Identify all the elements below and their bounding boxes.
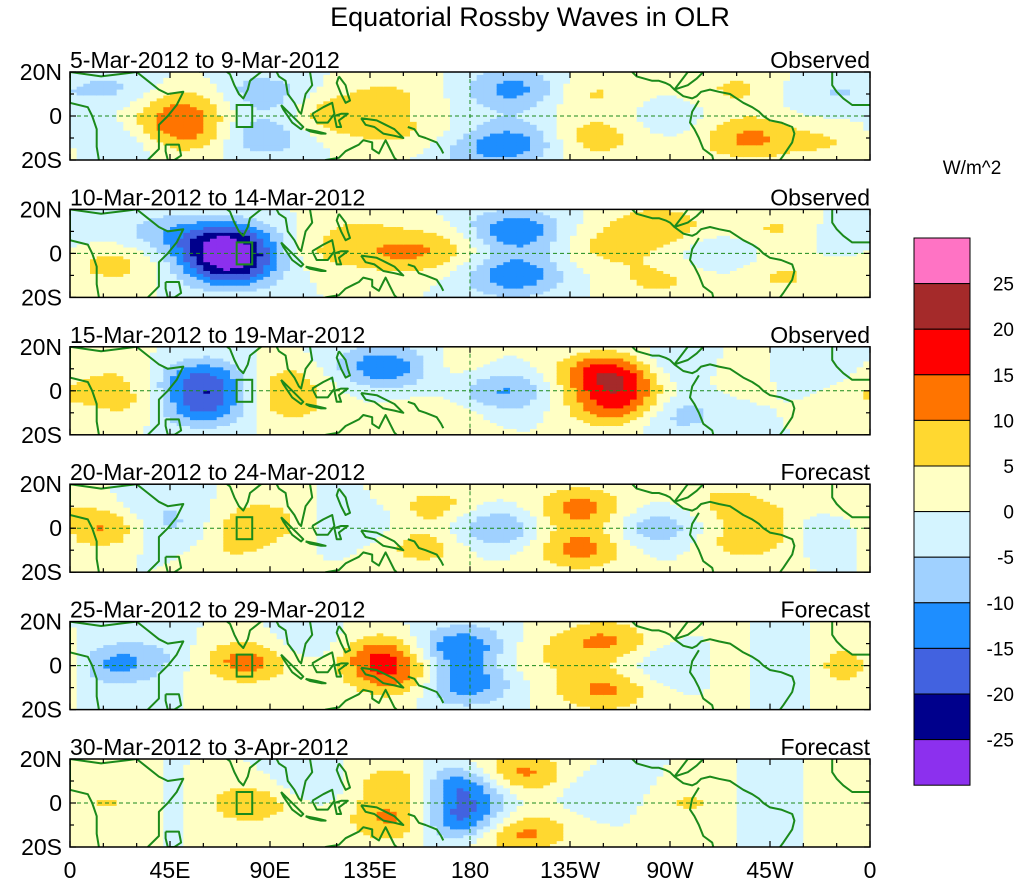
colorbar-label: -20 [987, 685, 1014, 706]
colorbar-label: -15 [987, 639, 1014, 660]
y-tick-label: 20N [20, 196, 62, 222]
y-tick-label: 0 [49, 515, 62, 541]
y-tick-label: 20N [20, 609, 62, 635]
y-tick-label: 20N [20, 334, 62, 360]
x-tick-label: 180 [451, 857, 489, 883]
panel-4: 20N 0 20S 20-Mar-2012 to 24-Mar-2012 Forecas… [20, 459, 871, 585]
y-tick-label: 20S [21, 697, 62, 723]
colorbar-bin [914, 603, 970, 649]
colorbar-bin [914, 512, 970, 558]
panel-period: 10-Mar-2012 to 14-Mar-2012 [70, 184, 365, 210]
colorbar: W/m^2 25 20 15 10 5 0 -5 -10 -15 -20 -25 [914, 158, 1014, 785]
y-tick-label: 0 [49, 378, 62, 404]
y-tick-label: 20N [20, 746, 62, 772]
y-tick-label: 20N [20, 59, 62, 85]
colorbar-bin [914, 694, 970, 740]
colorbar-label: 0 [1003, 503, 1014, 524]
colorbar-bin [914, 557, 970, 603]
panel-period: 20-Mar-2012 to 24-Mar-2012 [70, 459, 365, 485]
panel-period: 5-Mar-2012 to 9-Mar-2012 [70, 47, 340, 73]
colorbar-bin [914, 238, 970, 284]
colorbar-bin [914, 375, 970, 421]
panel-period: 30-Mar-2012 to 3-Apr-2012 [70, 734, 349, 760]
x-tick-label: 90W [646, 857, 694, 883]
colorbar-label: -25 [987, 731, 1014, 752]
x-axis: 0 45E 90E 135E 180 135W 90W 45W 0 [64, 857, 877, 883]
colorbar-label: 10 [993, 411, 1014, 432]
panel-status: Forecast [781, 459, 871, 485]
y-tick-label: 20S [21, 834, 62, 860]
colorbar-label: 20 [993, 320, 1014, 341]
y-tick-label: 0 [49, 653, 62, 679]
panel-1: 20N 0 20S 5-Mar-2012 to 9-Mar-2012 Observed [20, 47, 871, 173]
y-tick-label: 20N [20, 471, 62, 497]
colorbar-bin [914, 420, 970, 466]
colorbar-bin [914, 466, 970, 512]
colorbar-units: W/m^2 [943, 158, 1002, 179]
x-tick-label: 45W [746, 857, 794, 883]
panel-2: 20N 0 20S 10-Mar-2012 to 14-Mar-2012 Observe… [20, 184, 871, 310]
x-tick-label: 0 [64, 857, 77, 883]
y-tick-label: 0 [49, 790, 62, 816]
colorbar-bin [914, 284, 970, 330]
y-tick-label: 0 [49, 240, 62, 266]
panel-period: 15-Mar-2012 to 19-Mar-2012 [70, 322, 365, 348]
y-tick-label: 0 [49, 103, 62, 129]
panel-status: Observed [770, 322, 870, 348]
panel-6: 20N 0 20S 30-Mar-2012 to 3-Apr-2012 Forecast [20, 734, 871, 860]
y-tick-label: 20S [21, 284, 62, 310]
x-tick-label: 135W [540, 857, 600, 883]
panel-3: 20N 0 20S 15-Mar-2012 to 19-Mar-2012 Observe… [20, 322, 871, 448]
panel-status: Observed [770, 47, 870, 73]
panel-5: 20N 0 20S 25-Mar-2012 to 29-Mar-2012 Forecas… [20, 597, 871, 723]
x-tick-label: 0 [864, 857, 877, 883]
panel-status: Forecast [781, 734, 871, 760]
colorbar-label: -5 [997, 548, 1014, 569]
panel-status: Forecast [781, 597, 871, 623]
y-tick-label: 20S [21, 147, 62, 173]
colorbar-bin [914, 740, 970, 786]
x-tick-label: 45E [150, 857, 191, 883]
y-tick-label: 20S [21, 422, 62, 448]
colorbar-bin [914, 648, 970, 694]
x-tick-label: 135E [343, 857, 397, 883]
panel-status: Observed [770, 184, 870, 210]
chart-title: Equatorial Rossby Waves in OLR [330, 2, 730, 32]
x-tick-label: 90E [250, 857, 291, 883]
y-tick-label: 20S [21, 559, 62, 585]
colorbar-label: 15 [993, 366, 1014, 387]
colorbar-label: 25 [993, 275, 1014, 296]
colorbar-label: 5 [1003, 457, 1014, 478]
panel-period: 25-Mar-2012 to 29-Mar-2012 [70, 597, 365, 623]
colorbar-bin [914, 329, 970, 375]
colorbar-label: -10 [987, 594, 1014, 615]
